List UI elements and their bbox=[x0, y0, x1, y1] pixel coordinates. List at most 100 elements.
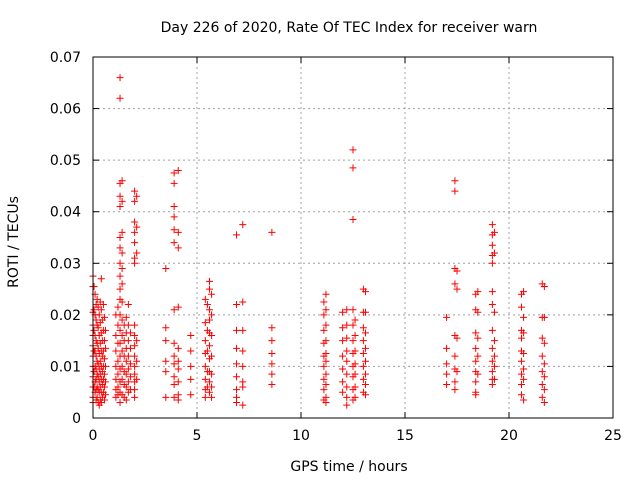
data-point bbox=[451, 187, 459, 195]
data-point bbox=[351, 383, 359, 391]
data-point bbox=[322, 290, 330, 298]
data-point bbox=[131, 259, 139, 267]
data-point bbox=[118, 249, 126, 257]
data-point bbox=[133, 337, 141, 345]
data-point bbox=[208, 311, 216, 319]
data-point bbox=[322, 306, 330, 314]
data-point bbox=[187, 362, 195, 370]
data-point bbox=[100, 370, 108, 378]
data-point bbox=[133, 223, 141, 231]
data-point bbox=[95, 311, 103, 319]
data-point bbox=[201, 295, 209, 303]
data-point bbox=[538, 393, 546, 401]
data-point bbox=[517, 380, 525, 388]
data-point bbox=[131, 352, 139, 360]
data-point bbox=[239, 326, 247, 334]
data-point bbox=[540, 360, 548, 368]
data-point bbox=[520, 375, 528, 383]
data-point bbox=[116, 311, 124, 319]
data-point bbox=[203, 301, 211, 309]
data-point bbox=[170, 373, 178, 381]
data-point bbox=[116, 74, 124, 82]
data-point bbox=[443, 344, 451, 352]
data-point bbox=[208, 393, 216, 401]
data-point bbox=[490, 308, 498, 316]
y-axis-label: ROTI / TECUs bbox=[6, 196, 22, 288]
data-point bbox=[517, 357, 525, 365]
data-point bbox=[101, 378, 109, 386]
data-point bbox=[122, 357, 130, 365]
data-point bbox=[124, 352, 132, 360]
data-point bbox=[208, 352, 216, 360]
data-point bbox=[116, 259, 124, 267]
data-point bbox=[320, 311, 328, 319]
data-point bbox=[131, 228, 139, 236]
x-tick-label: 20 bbox=[500, 428, 518, 444]
data-point bbox=[233, 326, 241, 334]
data-point bbox=[203, 347, 211, 355]
data-point bbox=[100, 396, 108, 404]
data-point bbox=[361, 344, 369, 352]
data-point bbox=[488, 301, 496, 309]
data-point bbox=[520, 396, 528, 404]
data-point bbox=[453, 368, 461, 376]
data-point bbox=[349, 337, 357, 345]
data-point bbox=[239, 221, 247, 229]
data-point bbox=[339, 388, 347, 396]
data-point bbox=[187, 347, 195, 355]
data-point bbox=[118, 347, 126, 355]
data-point bbox=[187, 375, 195, 383]
y-tick-label: 0.06 bbox=[50, 102, 81, 118]
data-point bbox=[162, 357, 170, 365]
data-point bbox=[517, 334, 525, 342]
data-point bbox=[268, 350, 276, 358]
data-point bbox=[118, 177, 126, 185]
data-point bbox=[320, 386, 328, 394]
data-point bbox=[443, 370, 451, 378]
data-point bbox=[361, 370, 369, 378]
data-point bbox=[170, 393, 178, 401]
data-point bbox=[112, 331, 120, 339]
data-point bbox=[116, 326, 124, 334]
data-point bbox=[233, 399, 241, 407]
data-point bbox=[351, 316, 359, 324]
data-point bbox=[474, 352, 482, 360]
data-point bbox=[114, 370, 122, 378]
data-point bbox=[162, 368, 170, 376]
data-point bbox=[133, 357, 141, 365]
data-point bbox=[187, 331, 195, 339]
data-point bbox=[351, 331, 359, 339]
data-point bbox=[443, 380, 451, 388]
data-point bbox=[122, 383, 130, 391]
data-point bbox=[174, 303, 182, 311]
data-point bbox=[343, 334, 351, 342]
y-tick-label: 0.05 bbox=[50, 153, 81, 169]
data-point bbox=[118, 362, 126, 370]
data-point bbox=[118, 298, 126, 306]
data-point bbox=[118, 331, 126, 339]
data-point bbox=[490, 337, 498, 345]
data-point bbox=[118, 280, 126, 288]
x-tick-label: 0 bbox=[89, 428, 98, 444]
data-point bbox=[451, 280, 459, 288]
data-point bbox=[122, 313, 130, 321]
data-point bbox=[174, 344, 182, 352]
data-point bbox=[453, 267, 461, 275]
data-point bbox=[116, 203, 124, 211]
data-point bbox=[520, 288, 528, 296]
data-point bbox=[474, 288, 482, 296]
data-point bbox=[170, 339, 178, 347]
data-point bbox=[320, 326, 328, 334]
data-point bbox=[361, 380, 369, 388]
data-point bbox=[233, 373, 241, 381]
data-point bbox=[339, 352, 347, 360]
data-point bbox=[233, 360, 241, 368]
x-tick-label: 5 bbox=[193, 428, 202, 444]
data-point bbox=[474, 370, 482, 378]
data-point bbox=[359, 324, 367, 332]
data-point bbox=[520, 350, 528, 358]
data-point bbox=[201, 362, 209, 370]
data-point bbox=[239, 298, 247, 306]
axis-ticks: 0 5 10 15 20 25 0 0.01 0.02 0.03 0.04 0.05 0.06 0.07 bbox=[50, 50, 622, 444]
y-tick-label: 0.02 bbox=[50, 308, 81, 324]
